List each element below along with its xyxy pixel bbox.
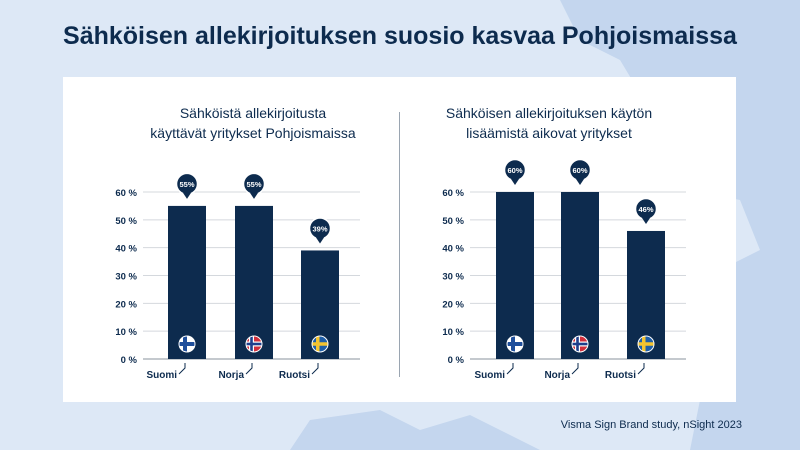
category-callout	[178, 363, 186, 375]
category-callout	[245, 363, 253, 375]
chart-1: Sähköistä allekirjoitusta käyttävät yrity…	[115, 105, 360, 381]
y-tick-label: 30 %	[115, 272, 137, 283]
chart-divider	[399, 112, 400, 377]
chart-title-line: Sähköistä allekirjoitusta	[180, 105, 327, 121]
finland-flag-icon	[506, 335, 524, 353]
source-note: Visma Sign Brand study, nSight 2023	[560, 419, 742, 431]
category-label: Ruotsi	[279, 370, 310, 381]
y-tick-label: 40 %	[115, 244, 137, 255]
bar	[496, 192, 534, 359]
chart-title-line: lisäämistä aikovat yritykset	[466, 125, 632, 141]
data-label-bubble: 55%	[242, 172, 266, 199]
y-tick-label: 20 %	[115, 299, 137, 310]
page-title: Sähköisen allekirjoituksen suosio kasvaa…	[63, 22, 737, 50]
y-tick-label: 60 %	[115, 188, 137, 199]
category-label: Norja	[218, 370, 244, 381]
sweden-flag-icon	[311, 335, 329, 353]
category-label: Ruotsi	[605, 370, 636, 381]
bar	[561, 192, 599, 359]
y-tick-label: 30 %	[442, 272, 464, 283]
y-tick-label: 50 %	[442, 216, 464, 227]
category-label: Norja	[544, 370, 570, 381]
data-label: 60%	[507, 166, 522, 175]
data-label-bubble: 60%	[503, 158, 527, 185]
y-tick-label: 50 %	[115, 216, 137, 227]
data-label: 60%	[572, 166, 587, 175]
data-label: 46%	[638, 205, 653, 214]
data-label-bubble: 60%	[568, 158, 592, 185]
data-label-bubble: 55%	[175, 172, 199, 199]
category-label: Suomi	[146, 370, 177, 381]
chart-2: Sähköisen allekirjoituksen käytön lisäämi…	[442, 105, 686, 381]
sweden-flag-icon	[637, 335, 655, 353]
y-tick-label: 10 %	[115, 327, 137, 338]
bar	[168, 205, 206, 359]
data-label: 39%	[312, 224, 327, 233]
category-callout	[311, 363, 319, 375]
chart-title-line: käyttävät yritykset Pohjoismaissa	[150, 125, 356, 141]
finland-flag-icon	[178, 335, 196, 353]
data-label-bubble: 46%	[634, 197, 658, 224]
bar	[235, 205, 273, 359]
y-tick-label: 40 %	[442, 244, 464, 255]
norway-flag-icon	[245, 335, 263, 353]
y-tick-label: 0 %	[448, 355, 465, 366]
y-tick-label: 0 %	[121, 355, 138, 366]
category-callout	[637, 363, 645, 375]
y-tick-label: 60 %	[442, 188, 464, 199]
y-tick-label: 10 %	[442, 327, 464, 338]
chart-title-line: Sähköisen allekirjoituksen käytön	[446, 105, 652, 121]
y-tick-label: 20 %	[442, 299, 464, 310]
data-label: 55%	[246, 180, 261, 189]
category-callout	[571, 363, 579, 375]
category-callout	[506, 363, 514, 375]
norway-flag-icon	[571, 335, 589, 353]
data-label-bubble: 39%	[308, 217, 332, 244]
category-label: Suomi	[474, 370, 505, 381]
data-label: 55%	[179, 180, 194, 189]
